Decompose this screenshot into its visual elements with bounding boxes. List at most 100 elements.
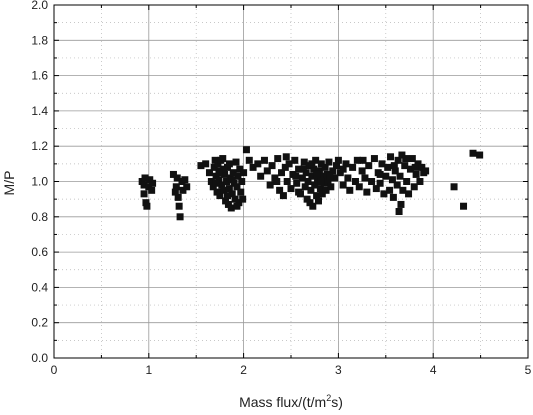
data-point bbox=[233, 183, 241, 191]
data-point bbox=[273, 178, 281, 185]
data-point bbox=[268, 162, 276, 170]
data-point bbox=[380, 190, 388, 198]
data-point bbox=[303, 195, 311, 203]
data-point bbox=[225, 160, 233, 168]
data-point bbox=[213, 188, 221, 196]
data-point bbox=[370, 155, 378, 163]
data-point bbox=[232, 158, 240, 166]
data-point bbox=[389, 193, 397, 201]
data-point bbox=[295, 165, 303, 173]
data-point bbox=[214, 160, 222, 168]
data-point bbox=[414, 160, 422, 168]
data-point bbox=[384, 163, 392, 171]
data-point bbox=[418, 163, 426, 171]
data-point bbox=[395, 208, 403, 216]
data-point bbox=[223, 192, 231, 200]
data-point bbox=[212, 179, 220, 187]
data-point bbox=[412, 170, 420, 178]
data-point bbox=[351, 178, 359, 185]
y-tick-label: 0.6 bbox=[31, 245, 48, 259]
data-point bbox=[325, 158, 333, 166]
data-point bbox=[331, 174, 339, 182]
data-point bbox=[222, 197, 230, 205]
data-point bbox=[322, 186, 330, 194]
data-point bbox=[391, 167, 399, 175]
data-point bbox=[342, 160, 350, 168]
data-point bbox=[393, 181, 401, 189]
data-point bbox=[307, 186, 315, 194]
data-point bbox=[314, 197, 322, 205]
data-point bbox=[211, 156, 219, 164]
data-point bbox=[293, 179, 301, 187]
data-point bbox=[299, 165, 307, 173]
data-point bbox=[228, 176, 236, 184]
data-point bbox=[450, 183, 458, 191]
data-point bbox=[169, 170, 177, 178]
data-point bbox=[388, 176, 396, 184]
data-point bbox=[183, 183, 191, 191]
data-point bbox=[387, 153, 395, 161]
data-point bbox=[227, 204, 235, 212]
data-point bbox=[223, 178, 231, 185]
data-point bbox=[334, 156, 342, 164]
data-point bbox=[300, 158, 308, 166]
data-point bbox=[390, 162, 398, 170]
data-point bbox=[224, 200, 232, 208]
data-point bbox=[215, 169, 223, 177]
data-point bbox=[353, 156, 361, 164]
x-tick-label: 1 bbox=[145, 363, 152, 377]
data-point bbox=[308, 172, 316, 180]
data-point bbox=[314, 176, 322, 184]
data-point bbox=[197, 162, 205, 170]
data-point bbox=[229, 169, 237, 177]
data-point bbox=[236, 165, 244, 173]
data-point bbox=[399, 186, 407, 194]
data-point bbox=[405, 190, 413, 198]
data-point bbox=[242, 146, 250, 154]
data-point bbox=[287, 185, 295, 193]
data-point bbox=[460, 202, 468, 210]
data-point bbox=[329, 167, 337, 175]
data-point bbox=[376, 170, 384, 178]
data-point bbox=[311, 181, 319, 189]
data-point bbox=[245, 156, 253, 164]
data-point bbox=[344, 174, 352, 182]
data-point bbox=[240, 169, 248, 177]
data-point bbox=[333, 162, 341, 170]
data-point bbox=[304, 178, 312, 185]
data-point bbox=[228, 190, 236, 198]
data-point bbox=[238, 178, 246, 185]
data-point bbox=[372, 185, 380, 193]
data-point bbox=[257, 172, 265, 180]
data-point bbox=[179, 186, 187, 194]
data-point bbox=[279, 192, 287, 200]
data-point bbox=[285, 160, 293, 168]
y-tick-label: 0.2 bbox=[31, 316, 48, 330]
data-point bbox=[276, 186, 284, 194]
y-tick-label: 0.0 bbox=[31, 351, 48, 365]
x-tick-label: 5 bbox=[525, 363, 532, 377]
data-point bbox=[210, 163, 218, 171]
x-tick-label: 4 bbox=[430, 363, 437, 377]
data-point bbox=[234, 172, 242, 180]
data-point bbox=[315, 167, 323, 175]
data-point bbox=[378, 160, 386, 168]
data-point bbox=[149, 179, 157, 187]
data-point bbox=[142, 199, 150, 207]
data-point bbox=[319, 172, 327, 180]
data-point bbox=[254, 160, 262, 168]
data-point bbox=[416, 178, 424, 185]
ticks bbox=[53, 4, 529, 359]
data-point bbox=[355, 183, 363, 191]
data-point bbox=[401, 162, 409, 170]
data-point bbox=[406, 165, 414, 173]
data-point bbox=[249, 163, 257, 171]
y-tick-label: 1.4 bbox=[31, 104, 48, 118]
x-axis-title-tail: s) bbox=[331, 394, 343, 410]
data-point bbox=[318, 190, 326, 198]
data-point bbox=[326, 172, 334, 180]
data-point bbox=[312, 156, 320, 164]
data-point bbox=[143, 202, 151, 210]
data-point bbox=[237, 188, 245, 196]
